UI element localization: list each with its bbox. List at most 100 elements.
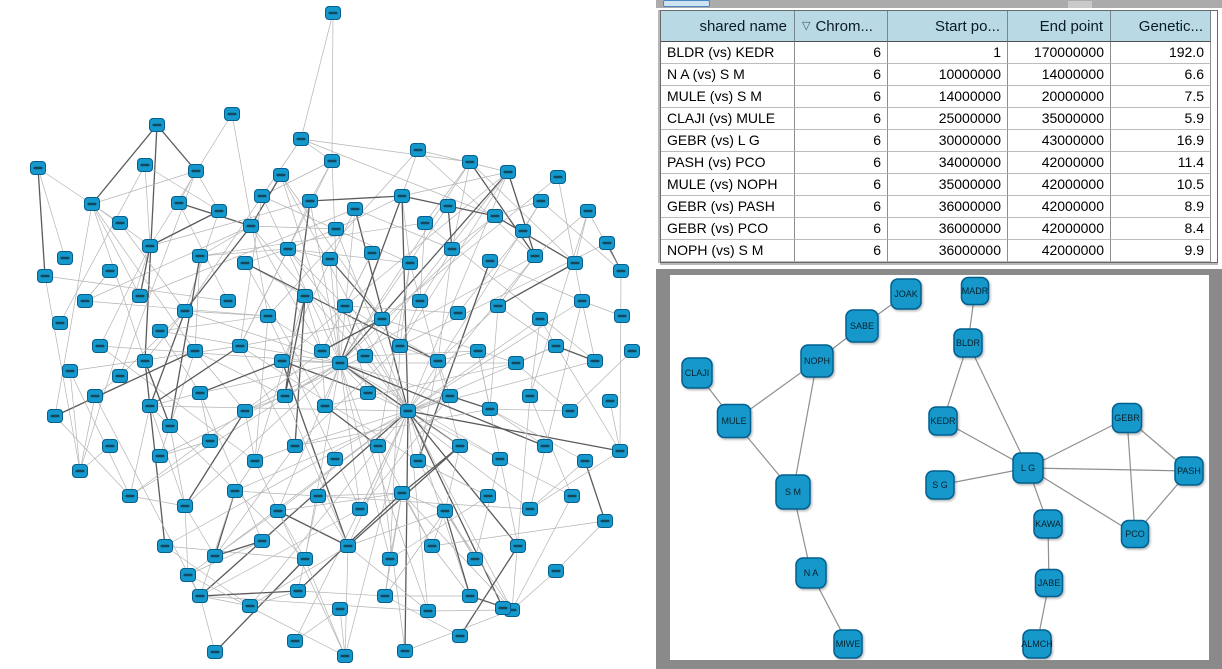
network-node[interactable] bbox=[564, 489, 580, 503]
table-cell[interactable]: 8.9 bbox=[1111, 196, 1211, 218]
network-node[interactable] bbox=[327, 452, 343, 466]
network-node[interactable] bbox=[254, 534, 270, 548]
network-node[interactable] bbox=[149, 118, 165, 132]
column-header-shared-name[interactable]: shared name bbox=[661, 11, 795, 42]
network-node[interactable] bbox=[599, 236, 615, 250]
network-node[interactable] bbox=[450, 306, 466, 320]
network-node[interactable] bbox=[137, 158, 153, 172]
table-cell[interactable]: MULE (vs) S M bbox=[661, 86, 795, 108]
network-node[interactable]: CLAJI bbox=[681, 357, 713, 389]
network-node[interactable] bbox=[142, 399, 158, 413]
network-node[interactable] bbox=[482, 254, 498, 268]
network-node[interactable] bbox=[37, 269, 53, 283]
network-node[interactable] bbox=[587, 354, 603, 368]
network-node[interactable] bbox=[402, 256, 418, 270]
network-edge[interactable] bbox=[1027, 417, 1128, 469]
network-node[interactable] bbox=[324, 154, 340, 168]
network-node[interactable] bbox=[47, 409, 63, 423]
network-node[interactable] bbox=[532, 312, 548, 326]
network-node[interactable] bbox=[247, 454, 263, 468]
table-cell[interactable]: 36000000 bbox=[888, 240, 1008, 262]
network-node[interactable]: BLDR bbox=[953, 328, 983, 358]
network-node[interactable] bbox=[192, 589, 208, 603]
network-node[interactable] bbox=[462, 589, 478, 603]
table-cell[interactable]: N A (vs) S M bbox=[661, 64, 795, 86]
table-cell[interactable]: 6 bbox=[795, 130, 888, 152]
network-node[interactable] bbox=[522, 389, 538, 403]
network-node[interactable] bbox=[412, 294, 428, 308]
table-cell[interactable]: 9.9 bbox=[1111, 240, 1211, 262]
network-node[interactable] bbox=[137, 354, 153, 368]
network-node[interactable] bbox=[220, 294, 236, 308]
network-node[interactable] bbox=[322, 252, 338, 266]
network-node[interactable] bbox=[152, 324, 168, 338]
column-header-start-po-[interactable]: Start po... bbox=[888, 11, 1008, 42]
table-cell[interactable]: 6 bbox=[795, 42, 888, 64]
network-node[interactable]: MADR bbox=[960, 276, 990, 306]
network-node[interactable] bbox=[548, 339, 564, 353]
network-node[interactable] bbox=[171, 196, 187, 210]
table-cell[interactable]: 6 bbox=[795, 196, 888, 218]
network-node[interactable] bbox=[487, 209, 503, 223]
network-node[interactable] bbox=[482, 402, 498, 416]
table-cell[interactable]: 16.9 bbox=[1111, 130, 1211, 152]
network-node[interactable] bbox=[394, 189, 410, 203]
network-node[interactable] bbox=[452, 439, 468, 453]
table-cell[interactable]: 6.6 bbox=[1111, 64, 1211, 86]
network-node[interactable] bbox=[614, 309, 630, 323]
network-node[interactable] bbox=[577, 454, 593, 468]
network-node[interactable] bbox=[562, 404, 578, 418]
network-node[interactable] bbox=[243, 219, 259, 233]
network-node[interactable] bbox=[515, 224, 531, 238]
network-node[interactable] bbox=[508, 356, 524, 370]
table-cell[interactable]: GEBR (vs) PASH bbox=[661, 196, 795, 218]
network-node[interactable] bbox=[157, 539, 173, 553]
table-cell[interactable]: 42000000 bbox=[1008, 152, 1111, 174]
table-cell[interactable]: 5.9 bbox=[1111, 108, 1211, 130]
network-node[interactable]: L G bbox=[1012, 452, 1044, 484]
table-cell[interactable]: NOPH (vs) S M bbox=[661, 240, 795, 262]
table-cell[interactable]: 30000000 bbox=[888, 130, 1008, 152]
table-cell[interactable]: 14000000 bbox=[888, 86, 1008, 108]
network-node[interactable] bbox=[112, 216, 128, 230]
network-node[interactable] bbox=[62, 364, 78, 378]
network-node[interactable] bbox=[452, 629, 468, 643]
network-node[interactable] bbox=[340, 539, 356, 553]
network-node[interactable] bbox=[602, 394, 618, 408]
network-node[interactable]: PCO bbox=[1120, 519, 1150, 549]
network-node[interactable] bbox=[274, 354, 290, 368]
table-cell[interactable]: BLDR (vs) KEDR bbox=[661, 42, 795, 64]
network-node[interactable] bbox=[467, 552, 483, 566]
table-cell[interactable]: 43000000 bbox=[1008, 130, 1111, 152]
table-cell[interactable]: 6 bbox=[795, 152, 888, 174]
table-cell[interactable]: GEBR (vs) L G bbox=[661, 130, 795, 152]
network-node[interactable]: JABE bbox=[1034, 568, 1064, 598]
network-node[interactable] bbox=[187, 344, 203, 358]
network-node[interactable] bbox=[122, 489, 138, 503]
network-node[interactable] bbox=[337, 649, 353, 663]
network-node[interactable] bbox=[202, 434, 218, 448]
network-node[interactable] bbox=[613, 264, 629, 278]
table-cell[interactable]: 35000000 bbox=[888, 174, 1008, 196]
network-node[interactable]: NOPH bbox=[800, 344, 834, 378]
network-node[interactable] bbox=[92, 339, 108, 353]
network-node[interactable] bbox=[332, 602, 348, 616]
table-cell[interactable]: 25000000 bbox=[888, 108, 1008, 130]
network-node[interactable] bbox=[192, 249, 208, 263]
table-cell[interactable]: MULE (vs) NOPH bbox=[661, 174, 795, 196]
network-node[interactable] bbox=[317, 399, 333, 413]
network-node[interactable] bbox=[574, 294, 590, 308]
network-node[interactable]: KEDR bbox=[928, 406, 958, 436]
network-node[interactable] bbox=[207, 645, 223, 659]
network-node[interactable] bbox=[302, 194, 318, 208]
network-node[interactable] bbox=[254, 189, 270, 203]
network-node[interactable] bbox=[410, 143, 426, 157]
network-node[interactable] bbox=[430, 354, 446, 368]
network-node[interactable]: GEBR bbox=[1111, 402, 1143, 434]
network-node[interactable] bbox=[347, 202, 363, 216]
network-node[interactable] bbox=[377, 589, 393, 603]
network-node[interactable] bbox=[597, 514, 613, 528]
table-cell[interactable]: 36000000 bbox=[888, 218, 1008, 240]
network-node[interactable]: SABE bbox=[845, 309, 879, 343]
table-cell[interactable]: 7.5 bbox=[1111, 86, 1211, 108]
